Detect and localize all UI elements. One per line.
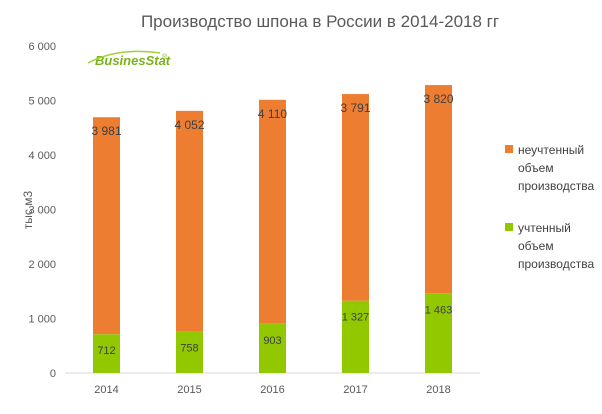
data-label: 1 327 [342, 312, 370, 324]
bar-segment-unaccounted [259, 99, 286, 324]
bar-segment-accounted [425, 293, 452, 373]
x-tick-label: 2018 [426, 384, 450, 396]
bar-segment-unaccounted [93, 117, 120, 335]
bar-segment-accounted [342, 300, 369, 373]
y-tick-label: 2 000 [28, 259, 56, 271]
orange-square-icon [505, 145, 513, 153]
legend-label-line: производства [518, 179, 594, 193]
logo-text: BusinesStat [95, 53, 171, 68]
bar-segment-accounted [259, 323, 286, 373]
y-tick-label: 6 000 [28, 41, 56, 53]
data-label: 3 791 [340, 101, 370, 115]
legend: неучтенный объем производства учтенный объем… [505, 143, 594, 271]
data-label: 758 [180, 343, 198, 355]
green-square-icon [505, 223, 513, 231]
x-tick-label: 2016 [260, 384, 284, 396]
y-tick-label: 3 000 [28, 205, 56, 217]
y-tick-label: 4 000 [28, 150, 56, 162]
data-label: 903 [263, 335, 281, 347]
y-axis-ticks: 0 1 000 2 000 3 000 4 000 5 000 6 000 [28, 41, 56, 380]
chart-title: Производство шпона в России в 2014-2018 … [141, 12, 499, 31]
bar-segment-accounted [176, 331, 203, 373]
legend-label-line: объем [518, 239, 554, 253]
data-label: 1 463 [425, 304, 453, 316]
x-tick-label: 2015 [177, 384, 201, 396]
data-label: 4 110 [258, 107, 287, 121]
x-axis-ticks: 2014 2015 2016 2017 2018 [94, 384, 450, 396]
x-tick-label: 2017 [343, 384, 367, 396]
bar-segment-accounted [93, 334, 120, 373]
y-tick-label: 0 [50, 368, 56, 380]
logo-registered-mark: ® [162, 53, 168, 61]
data-label: 3 820 [423, 92, 453, 106]
businesstat-logo: BusinesStat ® [87, 50, 171, 68]
y-tick-label: 5 000 [28, 96, 56, 108]
data-label: 3 981 [91, 124, 121, 138]
legend-label-line: учтенный [518, 221, 571, 235]
data-label: 712 [97, 345, 115, 357]
x-tick-label: 2014 [94, 384, 118, 396]
bar-segment-unaccounted [342, 94, 369, 301]
bars: 712 3 981 758 4 052 903 4 110 1 327 3 791 1 463 3… [91, 85, 454, 373]
y-tick-label: 1 000 [28, 314, 56, 326]
legend-label-line: объем [518, 161, 554, 175]
bar-segment-unaccounted [176, 110, 203, 332]
logo-swoosh-icon [87, 50, 161, 64]
legend-label-line: неучтенный [518, 143, 584, 157]
y-axis-title: тыс м3 [21, 190, 35, 229]
data-label: 4 052 [174, 118, 204, 132]
bar-segment-unaccounted [425, 85, 452, 294]
legend-label-line: производства [518, 257, 594, 271]
